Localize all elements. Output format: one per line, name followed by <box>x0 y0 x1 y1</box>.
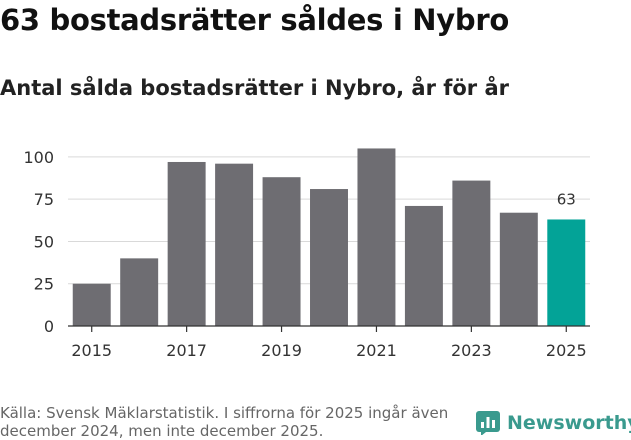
bar-2022 <box>404 205 443 326</box>
bar-2023 <box>452 180 491 326</box>
y-tick-label: 100 <box>23 148 54 167</box>
x-tick-label: 2015 <box>71 341 112 360</box>
chart-subtitle: Antal sålda bostadsrätter i Nybro, år fö… <box>0 76 509 100</box>
x-tick-label: 2021 <box>356 341 397 360</box>
y-tick-label: 25 <box>34 275 54 294</box>
x-tick-label: 2017 <box>166 341 207 360</box>
headline: 63 bostadsrätter såldes i Nybro <box>0 3 509 37</box>
x-tick-label: 2023 <box>451 341 492 360</box>
bar-2020 <box>310 189 348 326</box>
bar-chart: 0 25 50 75 100 2015 2017 2019 2021 2023 2025 63 <box>23 148 590 360</box>
bar-2016 <box>120 258 159 326</box>
newsworthy-logo-icon <box>476 411 500 435</box>
bar-2017 <box>167 161 206 326</box>
x-tick-label: 2019 <box>261 341 302 360</box>
y-tick-label: 0 <box>44 317 54 336</box>
data-label: 63 <box>557 190 576 208</box>
y-tick-label: 75 <box>34 190 54 209</box>
brand-name: Newsworthy <box>507 412 631 434</box>
bar-2025 <box>547 219 586 326</box>
y-tick-label: 50 <box>34 232 54 251</box>
bar-2015 <box>72 283 111 326</box>
bar-2018 <box>215 163 254 326</box>
bar-2021 <box>357 148 396 326</box>
bar-2024 <box>499 212 538 326</box>
bar-2019 <box>262 177 301 326</box>
x-tick-label: 2025 <box>546 341 587 360</box>
brand-logo: Newsworthy <box>476 407 631 439</box>
source-note: Källa: Svensk Mäklarstatistik. I siffror… <box>0 404 449 440</box>
